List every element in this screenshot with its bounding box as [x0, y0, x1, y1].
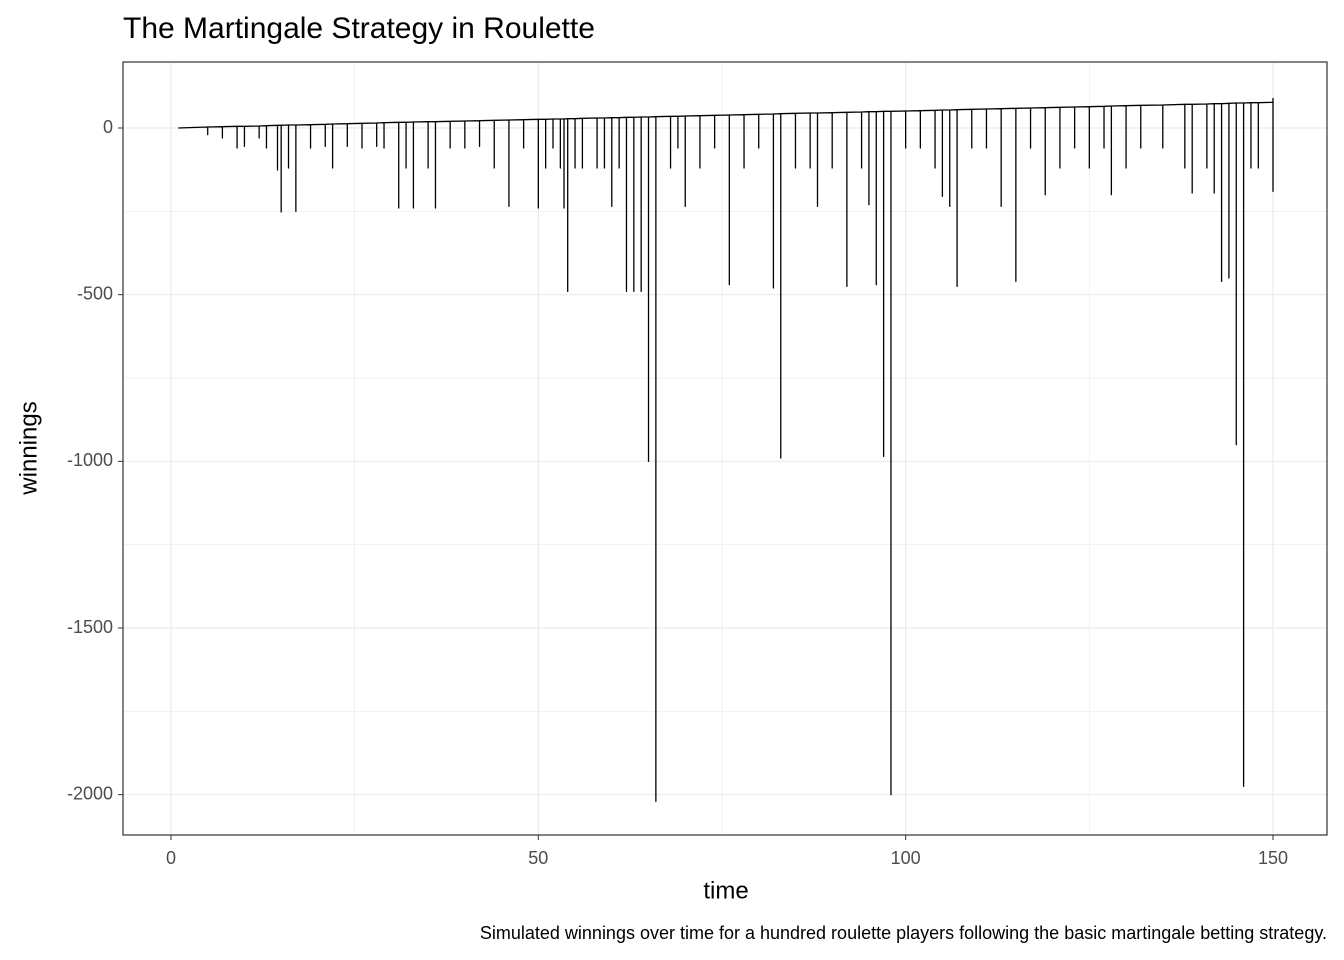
x-axis-label: time [703, 877, 748, 904]
data-line [178, 98, 1274, 802]
y-tick-label: -1500 [67, 617, 113, 637]
panel-border [122, 61, 1328, 836]
x-tick-label: 100 [891, 848, 921, 868]
caption: Simulated winnings over time for a hundr… [480, 923, 1327, 943]
y-tick-label: -1000 [67, 450, 113, 470]
y-axis-label: winnings [15, 401, 42, 495]
chart-title: The Martingale Strategy in Roulette [123, 12, 595, 45]
x-tick-label: 0 [166, 848, 176, 868]
y-tick-label: 0 [103, 117, 113, 137]
y-tick-label: -500 [77, 283, 113, 303]
x-tick-label: 50 [528, 848, 548, 868]
x-tick-label: 150 [1258, 848, 1288, 868]
y-tick-label: -2000 [67, 783, 113, 803]
